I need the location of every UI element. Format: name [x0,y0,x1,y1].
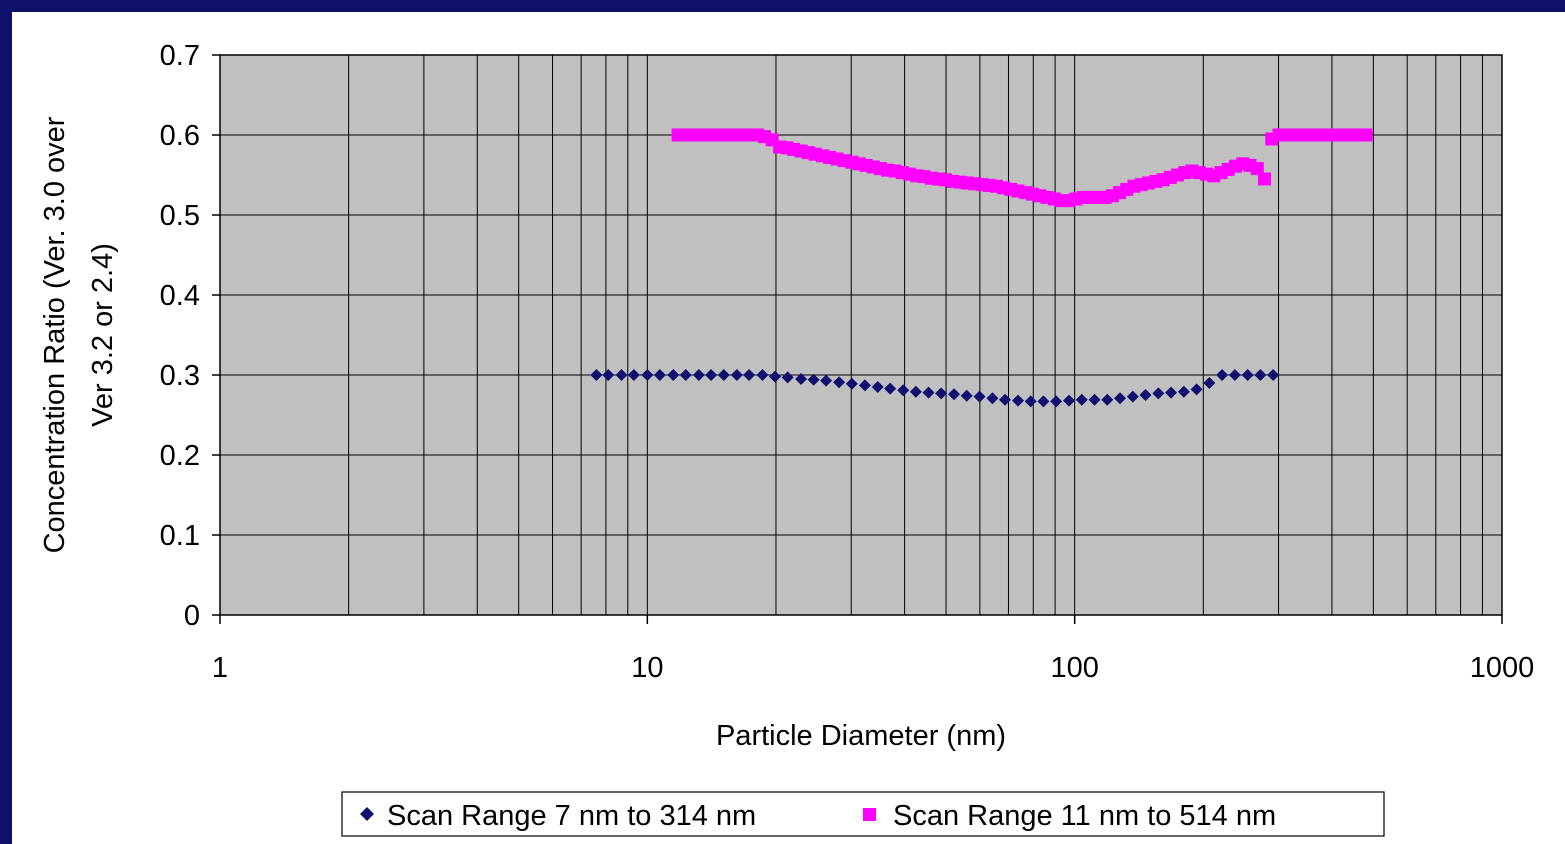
series-1-point [960,389,973,402]
series-1-point [795,373,808,385]
series-1-point [1216,369,1229,381]
series-1-point [1139,389,1152,401]
y-tick-label: 0.5 [160,200,200,232]
series-1-point [627,369,640,381]
series-2-point [1359,128,1373,142]
series-1-point [973,390,986,403]
series-1-point [667,369,680,381]
x-tick-label: 1 [212,652,228,684]
series-1-point [590,369,603,381]
series-1-point [845,377,858,390]
slide-frame-left [0,0,12,844]
series-1-point [1050,395,1063,408]
legend-marker-diamond [360,807,374,821]
legend-label-series-1: Scan Range 7 nm to 314 nm [387,800,756,832]
series-1-point [1190,383,1203,396]
slide-frame-top [0,0,1565,12]
series-1-point [1267,369,1280,381]
series-1-point [743,369,756,381]
series-1-point [1012,394,1025,407]
series-1-point [820,374,833,387]
series-1-point [1063,394,1076,407]
series-1-point [653,369,666,381]
series-1-point [1228,369,1241,381]
series-1-point [1114,392,1127,405]
grid [220,55,1502,615]
y-tick-label: 0.6 [160,120,200,152]
y-tick-label: 0.1 [160,520,200,552]
axis-ticks [212,54,1503,624]
series-1-point [897,384,910,397]
series-1-point [909,385,922,398]
legend: Scan Range 7 nm to 314 nm Scan Range 11 … [341,791,1385,837]
series-1-point [1037,395,1050,408]
y-tick-label: 0.2 [160,440,200,472]
legend-marker-square [863,808,876,821]
y-axis-label-line-2: Ver 3.2 or 2.4) [87,243,119,427]
series-1-point [756,369,769,381]
series-1-point [986,392,999,405]
y-tick-label: 0.7 [160,40,200,72]
series-1-point [602,369,615,381]
x-tick-label: 1000 [1470,652,1535,684]
y-tick-label: 0.4 [160,280,200,312]
legend-label-series-2: Scan Range 11 nm to 514 nm [893,800,1276,832]
series-1-point [1177,385,1190,398]
series-1-point [884,382,897,395]
series-1-point [935,387,948,400]
series-2-point [1250,162,1264,176]
series-1-point [769,370,782,383]
series-1-point [1203,377,1216,389]
series-1-point [871,381,884,393]
series-1-point [730,369,743,381]
series-1-point [1126,390,1139,403]
series-1-point [833,376,846,389]
x-tick-label: 100 [1050,652,1098,684]
series-1-point [998,393,1011,406]
series-1-point [717,369,730,381]
series-1-point [1101,393,1114,406]
series-2-point [1257,172,1271,186]
tick-labels: 0 0.1 0.2 0.3 0.4 0.5 0.6 0.7 1 10 100 1000 [160,40,1535,684]
series-1-point [615,369,628,381]
data-marks [590,128,1373,408]
series-1-point [1024,395,1037,408]
series-1-point [1088,393,1101,406]
series-1-point [858,379,871,392]
series-1-point [1241,369,1254,381]
series-1-point [781,371,794,384]
y-tick-label: 0.3 [160,360,200,392]
series-1-point [1152,387,1165,400]
x-tick-label: 10 [631,652,663,684]
series-1-point [1165,386,1178,399]
plot-area [219,54,1503,616]
series-1-point [705,369,718,381]
x-axis-label: Particle Diameter (nm) [716,720,1006,752]
series-1-markers [590,369,1280,408]
y-tick-label: 0 [184,600,200,632]
series-1-point [948,388,961,401]
series-1-point [807,373,820,386]
series-1-point [1254,369,1267,381]
series-1-point [679,369,692,381]
series-1-point [1075,393,1088,406]
y-axis-label-line-1: Concentration Ratio (Ver. 3.0 over [39,116,71,553]
series-1-point [641,369,654,381]
series-2-markers [671,128,1373,208]
series-1-point [692,369,705,381]
series-1-point [922,386,935,399]
